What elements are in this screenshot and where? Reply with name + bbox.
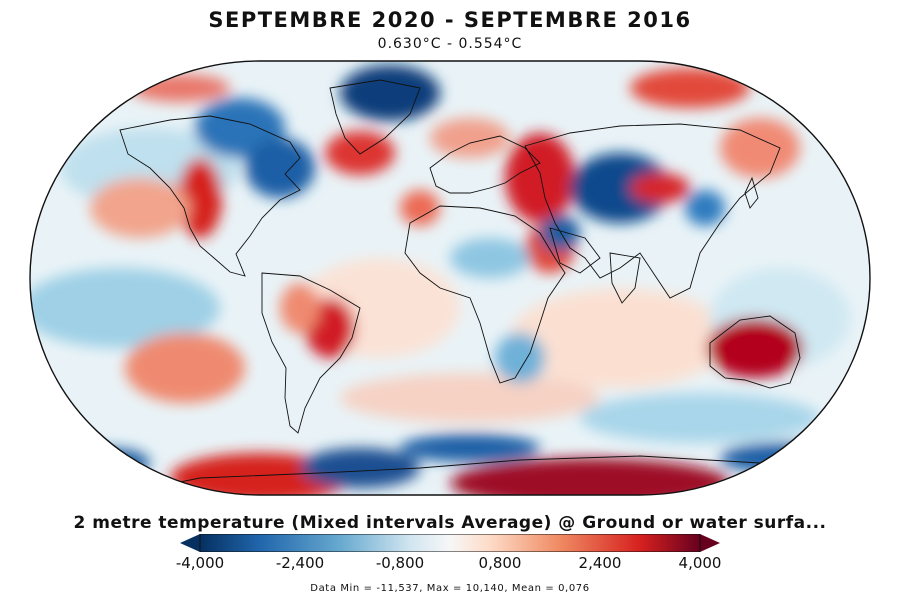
anomaly-field [30, 61, 870, 495]
coastlines [99, 79, 861, 495]
world-map [0, 58, 900, 508]
field-caption: 2 metre temperature (Mixed intervals Ave… [73, 513, 827, 533]
colorbar-tick: -4,000 [175, 554, 225, 572]
map-subtitle: 0.630°C - 0.554°C [377, 36, 523, 52]
colorbar-tick: 2,400 [578, 554, 622, 572]
colorbar-tick: 0,800 [478, 554, 522, 572]
data-stats: Data Min = -11,537, Max = 10,140, Mean =… [310, 583, 590, 594]
colorbar-min-arrow [180, 534, 200, 552]
globe-border [29, 60, 871, 496]
map-title: SEPTEMBRE 2020 - SEPTEMBRE 2016 [208, 8, 692, 32]
colorbar-tick: 4,000 [678, 554, 722, 572]
anomaly-map-svg [29, 60, 871, 496]
colorbar-tick: -2,400 [275, 554, 325, 572]
colorbar-max-arrow [700, 534, 720, 552]
colorbar [180, 533, 720, 553]
colorbar-gradient [200, 534, 700, 552]
colorbar-ticks: -4,000 -2,400 -0,800 0,800 2,400 4,000 [176, 554, 722, 574]
colorbar-tick: -0,800 [375, 554, 425, 572]
